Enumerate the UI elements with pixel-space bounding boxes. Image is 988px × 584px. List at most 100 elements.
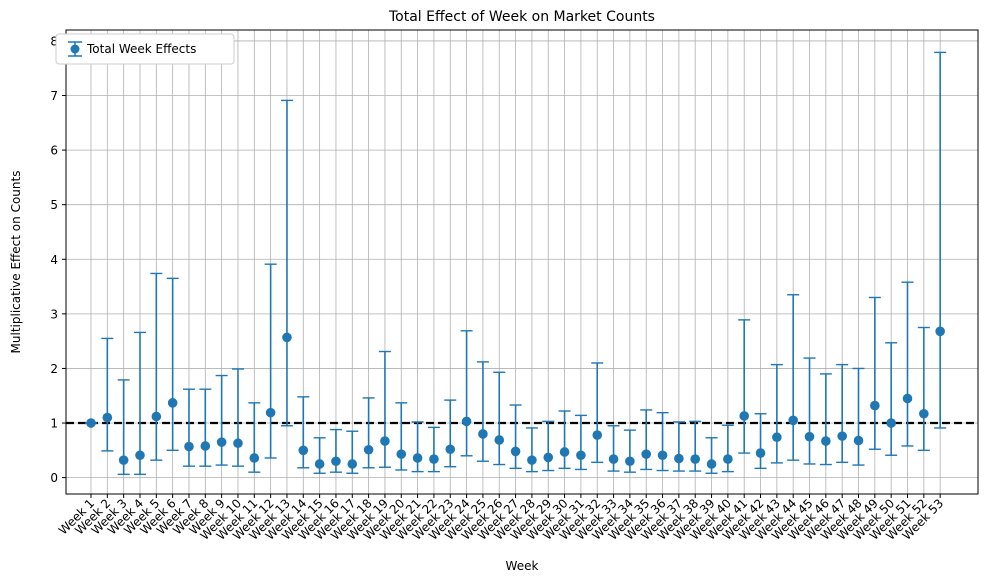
data-point xyxy=(657,450,668,461)
error-bar xyxy=(770,363,783,464)
error-bar xyxy=(868,296,881,450)
data-point xyxy=(886,418,896,428)
error-bar xyxy=(199,388,212,467)
chart-title: Total Effect of Week on Market Counts xyxy=(388,9,655,25)
error-bar xyxy=(672,421,685,472)
data-point xyxy=(282,332,292,343)
data-point xyxy=(216,437,227,447)
data-point xyxy=(249,453,260,463)
error-bar xyxy=(819,373,832,466)
y-axis-ticks: 0 1 2 3 4 5 6 7 8 xyxy=(50,34,66,485)
error-bar xyxy=(101,337,114,452)
error-bar xyxy=(901,281,914,447)
x-axis-label: Week xyxy=(506,559,539,573)
error-bar xyxy=(656,411,669,472)
y-tick-label: 6 xyxy=(50,144,58,158)
error-bar xyxy=(493,371,506,466)
y-tick-label: 2 xyxy=(50,362,58,376)
data-point xyxy=(86,418,96,428)
error-bar xyxy=(836,363,849,464)
data-point xyxy=(527,455,537,465)
data-point xyxy=(674,453,684,464)
data-point xyxy=(559,447,570,457)
error-bar xyxy=(574,414,587,471)
axes-frame xyxy=(65,29,979,495)
data-point xyxy=(641,449,652,459)
data-point xyxy=(102,412,113,423)
data-point xyxy=(445,444,456,455)
data-point xyxy=(167,398,178,408)
data-point xyxy=(690,454,701,464)
data-point xyxy=(853,435,864,446)
data-point xyxy=(494,435,505,445)
error-bar xyxy=(460,330,473,457)
data-point xyxy=(739,411,749,421)
data-point xyxy=(706,459,717,469)
y-tick-label: 5 xyxy=(50,198,58,212)
data-point xyxy=(298,445,309,456)
error-bar xyxy=(182,388,195,467)
error-bar xyxy=(917,326,930,452)
error-bar xyxy=(297,396,310,469)
error-bar xyxy=(721,424,734,473)
data-point xyxy=(135,450,145,461)
error-bar xyxy=(264,263,277,459)
error-bar xyxy=(934,51,947,429)
error-bar xyxy=(378,350,391,468)
error-bar xyxy=(150,272,163,461)
data-point xyxy=(755,448,766,458)
error-bar xyxy=(852,367,865,466)
error-bar xyxy=(427,426,440,473)
legend-box xyxy=(55,33,235,65)
data-point xyxy=(510,446,521,457)
data-point xyxy=(543,452,554,463)
grid-lines xyxy=(66,30,978,494)
data-point xyxy=(608,454,619,464)
error-bar xyxy=(803,357,816,465)
data-point xyxy=(118,455,129,465)
data-point xyxy=(902,393,913,404)
error-bar xyxy=(476,361,489,462)
error-bar xyxy=(362,397,375,469)
error-bar xyxy=(509,404,522,470)
error-bar xyxy=(558,410,571,470)
error-bar xyxy=(395,402,408,471)
error-bar xyxy=(215,374,228,466)
y-tick-label: 1 xyxy=(50,417,58,431)
data-point xyxy=(935,326,945,337)
data-point xyxy=(772,432,782,443)
data-point xyxy=(429,454,439,464)
data-point xyxy=(788,415,798,426)
data-point xyxy=(625,456,635,467)
y-tick-label: 0 xyxy=(50,471,58,485)
data-point xyxy=(821,436,831,446)
error-bar xyxy=(885,342,898,456)
error-bar xyxy=(607,425,620,472)
error-bar xyxy=(542,420,555,472)
legend: Total Week Effects xyxy=(55,33,235,65)
y-tick-label: 4 xyxy=(50,253,58,267)
error-bar xyxy=(411,421,424,473)
error-bar xyxy=(525,427,538,473)
error-bar xyxy=(166,277,179,452)
data-point xyxy=(412,453,423,463)
legend-label: Total Week Effects xyxy=(86,42,196,56)
legend-marker-icon xyxy=(70,44,80,54)
data-point xyxy=(919,408,929,419)
data-point xyxy=(363,444,374,455)
data-point xyxy=(870,400,880,411)
data-point xyxy=(265,407,276,418)
data-point xyxy=(233,438,243,449)
data-point xyxy=(592,430,603,440)
error-bar xyxy=(738,319,751,454)
error-bar xyxy=(444,399,457,468)
y-axis-label: Multiplicative Effect on Counts xyxy=(9,171,23,354)
error-bars xyxy=(85,51,947,476)
data-point xyxy=(478,429,488,439)
y-tick-label: 8 xyxy=(50,34,58,48)
data-point xyxy=(837,431,847,441)
data-point xyxy=(331,456,341,467)
error-bar xyxy=(280,99,293,427)
